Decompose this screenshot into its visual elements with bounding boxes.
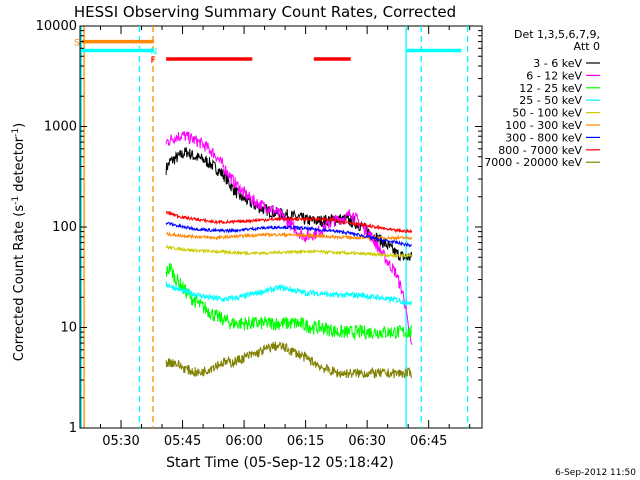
- series-line-6: [165, 221, 413, 248]
- axis-ticks: 1 10 100 1000 10000 05:30 05:45 06:00 06:15 06:30…: [36, 19, 482, 449]
- instrument-state-bars: S NF: [74, 39, 462, 66]
- series-line-2: [165, 262, 413, 341]
- legend-label-4: 50 - 100 keV: [512, 107, 582, 120]
- x-tick-label-0: 05:30: [102, 434, 139, 449]
- series-line-8: [165, 341, 412, 379]
- legend-label-2: 12 - 25 keV: [519, 82, 582, 95]
- state-letter-N: N: [151, 48, 158, 58]
- legend-label-5: 100 - 300 keV: [505, 119, 582, 132]
- y-tick-label-0: 1: [69, 421, 77, 436]
- legend-label-0: 3 - 6 keV: [533, 57, 582, 70]
- chart-title: HESSI Observing Summary Count Rates, Cor…: [74, 3, 456, 21]
- x-tick-label-3: 06:15: [287, 434, 324, 449]
- y-tick-label-1: 10: [60, 321, 77, 336]
- state-letter-S: S: [74, 39, 80, 49]
- legend-header-att: Att 0: [574, 40, 600, 53]
- y-tick-label-2: 100: [52, 220, 77, 235]
- x-tick-label-5: 06:45: [410, 434, 447, 449]
- legend-label-1: 6 - 12 keV: [526, 69, 582, 82]
- x-tick-label-4: 06:30: [348, 434, 385, 449]
- series-line-1: [165, 131, 413, 345]
- series-line-7: [165, 210, 413, 234]
- timestamp: 6-Sep-2012 11:50: [555, 468, 636, 478]
- series-line-3: [165, 281, 413, 307]
- legend-label-3: 25 - 50 keV: [519, 94, 582, 107]
- state-letter-F: F: [151, 56, 156, 66]
- x-axis-label: Start Time (05-Sep-12 05:18:42): [166, 455, 394, 471]
- legend-label-7: 800 - 7000 keV: [498, 144, 582, 157]
- y-tick-label-4: 10000: [36, 19, 77, 34]
- y-axis-label: Corrected Count Rate (s-1 detector-1): [11, 123, 27, 361]
- y-tick-label-3: 1000: [44, 120, 77, 135]
- series-line-4: [165, 244, 413, 259]
- legend-label-6: 300 - 800 keV: [505, 131, 582, 144]
- legend-label-8: 7000 - 20000 keV: [484, 156, 582, 169]
- legend-header: Det 1,3,5,6,7,9,: [514, 28, 600, 41]
- data-series: [165, 131, 413, 379]
- x-tick-label-1: 05:45: [164, 434, 201, 449]
- instrument-state-vlines: [80, 26, 469, 428]
- x-tick-label-2: 06:00: [225, 434, 262, 449]
